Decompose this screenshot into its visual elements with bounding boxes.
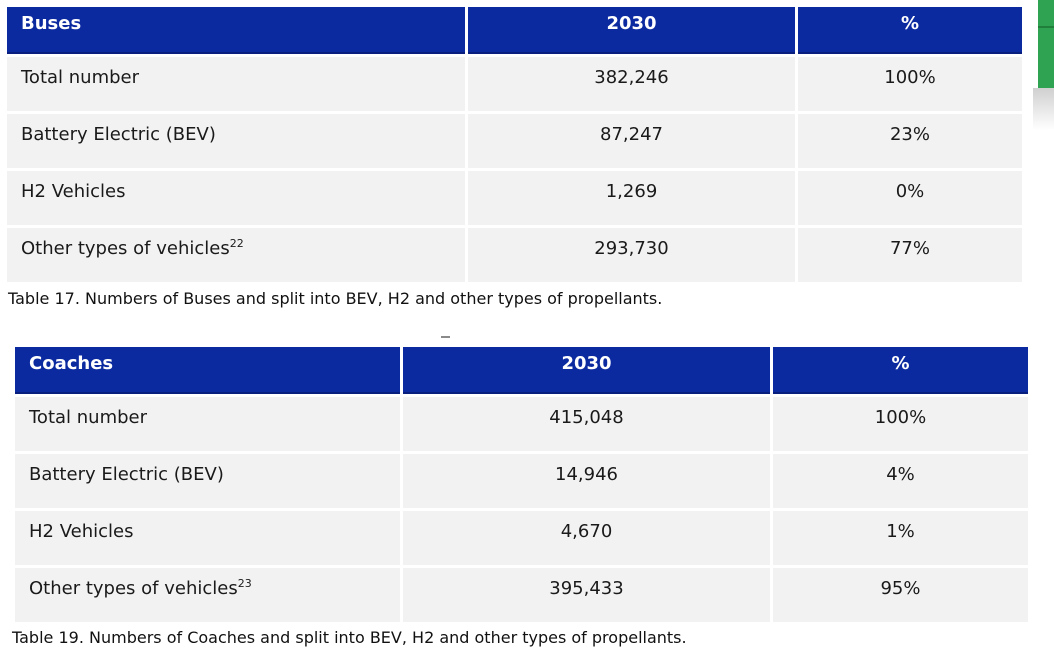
buses-table-caption: Table 17. Numbers of Buses and split int…: [8, 289, 663, 308]
cell-percent: 1%: [773, 511, 1028, 565]
buses-table: Buses 2030 % Total number 382,246 100% B…: [7, 7, 1022, 282]
cell-label: Total number: [7, 57, 465, 111]
cell-percent: 4%: [773, 454, 1028, 508]
cell-percent: 100%: [773, 397, 1028, 451]
coaches-header-title: Coaches: [15, 347, 400, 394]
cell-label: Battery Electric (BEV): [15, 454, 400, 508]
buses-header-2030: 2030: [468, 7, 795, 54]
cell-label-text: Other types of vehicles: [29, 578, 238, 599]
cell-percent: 100%: [798, 57, 1022, 111]
cell-value: 4,670: [403, 511, 770, 565]
buses-header-title: Buses: [7, 7, 465, 54]
cell-label: H2 Vehicles: [15, 511, 400, 565]
cell-percent: 95%: [773, 568, 1028, 622]
cell-label-text: Other types of vehicles: [21, 238, 230, 259]
cell-label: Other types of vehicles22: [7, 228, 465, 282]
footnote-ref-23: 23: [237, 577, 252, 590]
coaches-header-2030: 2030: [403, 347, 770, 394]
cell-percent: 77%: [798, 228, 1022, 282]
cell-value: 87,247: [468, 114, 795, 168]
green-accent-strip: [1038, 0, 1054, 88]
cell-label: Other types of vehicles23: [15, 568, 400, 622]
coaches-table-caption: Table 19. Numbers of Coaches and split i…: [12, 628, 687, 647]
footnote-ref-22: 22: [229, 237, 244, 250]
cell-label: Total number: [15, 397, 400, 451]
buses-header-percent: %: [798, 7, 1022, 54]
green-accent-divider: [1038, 26, 1054, 28]
cell-percent: 0%: [798, 171, 1022, 225]
stray-dash-mark: [441, 336, 450, 338]
coaches-header-percent: %: [773, 347, 1028, 394]
cell-value: 14,946: [403, 454, 770, 508]
cell-value: 1,269: [468, 171, 795, 225]
cell-value: 415,048: [403, 397, 770, 451]
cell-value: 382,246: [468, 57, 795, 111]
cell-label: H2 Vehicles: [7, 171, 465, 225]
cell-value: 395,433: [403, 568, 770, 622]
coaches-table: Coaches 2030 % Total number 415,048 100%…: [15, 347, 1028, 622]
cell-label: Battery Electric (BEV): [7, 114, 465, 168]
cell-percent: 23%: [798, 114, 1022, 168]
green-strip-shadow: [1033, 88, 1054, 130]
cell-value: 293,730: [468, 228, 795, 282]
